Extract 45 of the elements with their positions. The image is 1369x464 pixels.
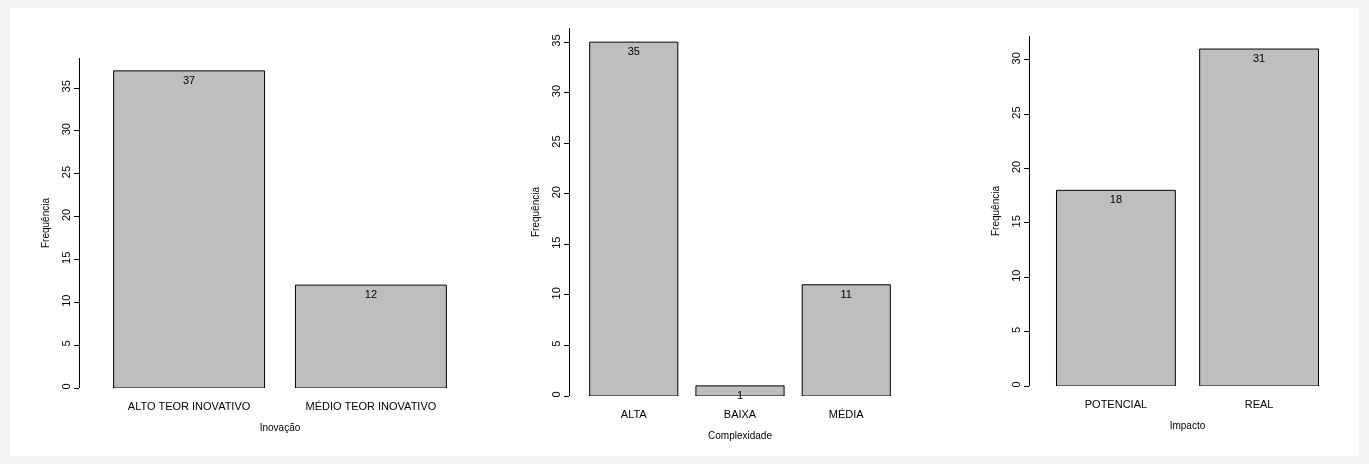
y-tick-label: 30: [549, 84, 562, 98]
x-tick-label: MÉDIA: [828, 408, 865, 420]
y-tick-label: 10: [1009, 269, 1022, 282]
y-tick-label: 15: [1009, 215, 1022, 228]
data-label: 11: [840, 287, 852, 300]
y-tick-label: 10: [59, 294, 72, 307]
data-label: 12: [364, 288, 378, 301]
y-axis-title: Frequência: [39, 197, 51, 249]
y-tick-label: 20: [59, 208, 72, 222]
data-label: 37: [182, 73, 196, 86]
y-tick-label: 35: [549, 34, 562, 47]
y-tick-label: 0: [549, 391, 562, 398]
y-tick-label: 10: [549, 287, 562, 300]
y-tick-label: 15: [549, 236, 562, 249]
y-tick-label: 25: [549, 135, 562, 148]
y-tick-label: 0: [59, 383, 72, 390]
data-label: 18: [1109, 193, 1123, 206]
data-label: 1: [736, 388, 744, 401]
x-axis-title: Inovação: [259, 421, 301, 433]
x-tick-label: BAIXA: [723, 408, 757, 420]
x-tick-label: ALTA: [620, 408, 648, 420]
x-tick-label: ALTO TEOR INOVATIVO: [127, 400, 251, 412]
data-label: 35: [627, 45, 640, 58]
data-label: 31: [1252, 52, 1266, 65]
y-tick-label: 35: [59, 80, 72, 93]
y-tick-label: 25: [1009, 106, 1022, 119]
y-tick-label: 5: [59, 340, 72, 347]
y-tick-label: 25: [59, 165, 72, 179]
x-tick-label: REAL: [1244, 398, 1274, 410]
y-tick-label: 20: [1009, 160, 1022, 174]
x-axis-title: Impacto: [1169, 419, 1206, 431]
y-tick-label: 30: [1009, 52, 1022, 65]
y-tick-label: 30: [59, 123, 72, 136]
y-axis-title: Frequência: [989, 185, 1001, 237]
y-tick-label: 5: [549, 340, 562, 347]
y-tick-label: 5: [1009, 326, 1022, 334]
x-tick-label: MÉDIO TEOR INOVATIVO: [305, 400, 437, 412]
x-axis-title: Complexidade: [708, 429, 773, 441]
bar: [589, 41, 679, 396]
y-tick-label: 0: [1009, 381, 1022, 388]
bar: [801, 284, 891, 396]
y-axis-title: Frequência: [529, 186, 541, 238]
y-tick-label: 20: [549, 186, 562, 199]
x-tick-label: POTENCIAL: [1084, 398, 1148, 410]
y-tick-label: 15: [59, 251, 72, 264]
